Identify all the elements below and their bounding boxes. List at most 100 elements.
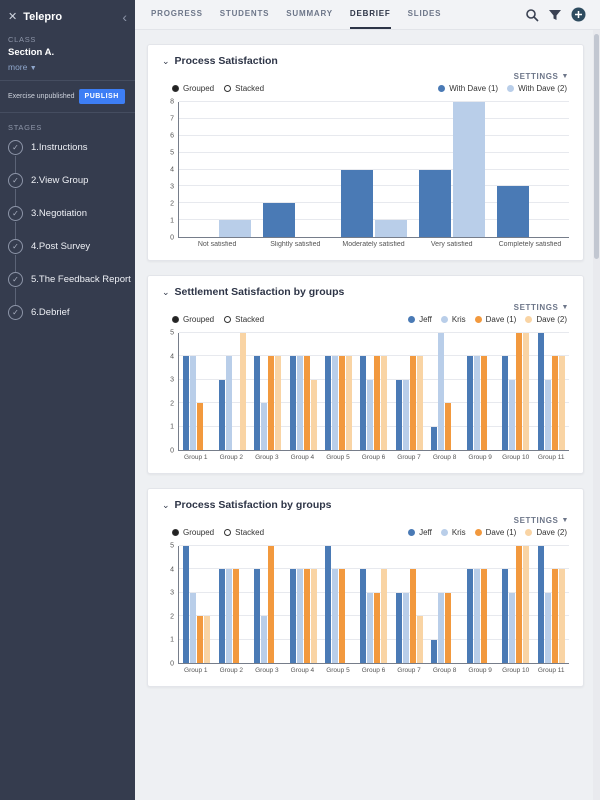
bar-dave-2-group-4[interactable]: [310, 379, 317, 450]
bar-dave-1-group-7[interactable]: [409, 356, 416, 450]
collapse-card-icon[interactable]: ⌄: [162, 55, 170, 66]
legend-kris[interactable]: Kris: [440, 528, 466, 537]
bar-jeff-group-4[interactable]: [289, 569, 296, 663]
bar-jeff-group-5[interactable]: [325, 356, 332, 450]
bar-dave-2-group-7[interactable]: [416, 616, 423, 663]
bar-kris-group-4[interactable]: [296, 356, 303, 450]
bar-jeff-group-11[interactable]: [537, 333, 544, 450]
publish-button[interactable]: PUBLISH: [78, 89, 125, 104]
bar-with-dave-2-not-satisfied[interactable]: [219, 220, 251, 237]
more-link[interactable]: more ▼: [8, 62, 37, 72]
bar-kris-group-3[interactable]: [261, 403, 268, 450]
bar-with-dave-1-moderately-satisfied[interactable]: [341, 169, 373, 237]
mode-stacked[interactable]: Stacked: [224, 315, 264, 324]
bar-kris-group-1[interactable]: [190, 356, 197, 450]
settings-button[interactable]: SETTINGS ▼: [513, 516, 569, 525]
bar-dave-1-group-3[interactable]: [268, 356, 275, 450]
bar-kris-group-9[interactable]: [473, 569, 480, 663]
legend-dave-1[interactable]: Dave (1): [474, 528, 516, 537]
bar-kris-group-6[interactable]: [367, 379, 374, 450]
settings-button[interactable]: SETTINGS ▼: [513, 72, 569, 81]
bar-dave-1-group-1[interactable]: [197, 616, 204, 663]
bar-dave-2-group-3[interactable]: [275, 356, 282, 450]
bar-kris-group-5[interactable]: [332, 356, 339, 450]
tab-students[interactable]: STUDENTS: [219, 9, 270, 18]
bar-jeff-group-6[interactable]: [360, 356, 367, 450]
add-icon[interactable]: [571, 7, 586, 22]
tab-progress[interactable]: PROGRESS: [151, 9, 203, 18]
bar-jeff-group-1[interactable]: [183, 356, 190, 450]
bar-kris-group-2[interactable]: [225, 569, 232, 663]
bar-jeff-group-11[interactable]: [537, 546, 544, 663]
bar-jeff-group-2[interactable]: [218, 379, 225, 450]
legend-jeff[interactable]: Jeff: [408, 528, 432, 537]
bar-kris-group-10[interactable]: [509, 379, 516, 450]
bar-jeff-group-2[interactable]: [218, 569, 225, 663]
bar-dave-2-group-4[interactable]: [310, 569, 317, 663]
bar-kris-group-9[interactable]: [473, 356, 480, 450]
bar-dave-2-group-6[interactable]: [381, 356, 388, 450]
bar-jeff-group-3[interactable]: [254, 356, 261, 450]
bar-kris-group-10[interactable]: [509, 592, 516, 663]
bar-dave-2-group-7[interactable]: [416, 356, 423, 450]
tab-summary[interactable]: SUMMARY: [286, 9, 333, 18]
bar-jeff-group-7[interactable]: [395, 379, 402, 450]
bar-jeff-group-4[interactable]: [289, 356, 296, 450]
bar-dave-2-group-10[interactable]: [523, 333, 530, 450]
mode-stacked[interactable]: Stacked: [224, 84, 264, 93]
bar-jeff-group-9[interactable]: [466, 569, 473, 663]
bar-dave-2-group-11[interactable]: [558, 569, 565, 663]
stage-item-3-negotiation[interactable]: ✓ 3.Negotiation: [8, 206, 127, 239]
filter-icon[interactable]: [548, 8, 562, 22]
bar-kris-group-5[interactable]: [332, 569, 339, 663]
bar-dave-2-group-5[interactable]: [346, 356, 353, 450]
bar-kris-group-7[interactable]: [402, 379, 409, 450]
bar-dave-1-group-8[interactable]: [445, 403, 452, 450]
bar-jeff-group-8[interactable]: [431, 426, 438, 450]
legend-jeff[interactable]: Jeff: [408, 315, 432, 324]
bar-jeff-group-1[interactable]: [183, 546, 190, 663]
bar-dave-1-group-11[interactable]: [551, 569, 558, 663]
bar-kris-group-2[interactable]: [225, 356, 232, 450]
bar-with-dave-2-moderately-satisfied[interactable]: [375, 220, 407, 237]
bar-dave-1-group-8[interactable]: [445, 592, 452, 663]
collapse-card-icon[interactable]: ⌄: [162, 499, 170, 510]
bar-kris-group-11[interactable]: [544, 379, 551, 450]
mode-grouped[interactable]: Grouped: [172, 84, 214, 93]
bar-jeff-group-5[interactable]: [325, 546, 332, 663]
legend-with-dave-2[interactable]: With Dave (2): [507, 84, 567, 93]
legend-dave-2[interactable]: Dave (2): [525, 315, 567, 324]
bar-dave-1-group-6[interactable]: [374, 592, 381, 663]
bar-dave-1-group-7[interactable]: [409, 569, 416, 663]
tab-debrief[interactable]: DEBRIEF: [349, 0, 391, 29]
bar-dave-1-group-10[interactable]: [516, 333, 523, 450]
close-icon[interactable]: ✕: [8, 11, 18, 23]
tab-slides[interactable]: SLIDES: [407, 9, 442, 18]
legend-with-dave-1[interactable]: With Dave (1): [438, 84, 498, 93]
settings-button[interactable]: SETTINGS ▼: [513, 303, 569, 312]
bar-with-dave-1-slightly-satisfied[interactable]: [263, 203, 295, 237]
bar-dave-1-group-11[interactable]: [551, 356, 558, 450]
bar-dave-1-group-6[interactable]: [374, 356, 381, 450]
bar-kris-group-1[interactable]: [190, 592, 197, 663]
mode-grouped[interactable]: Grouped: [172, 528, 214, 537]
mode-grouped[interactable]: Grouped: [172, 315, 214, 324]
collapse-sidebar-icon[interactable]: ‹: [122, 8, 127, 25]
bar-dave-2-group-10[interactable]: [523, 546, 530, 663]
bar-jeff-group-8[interactable]: [431, 639, 438, 663]
bar-jeff-group-9[interactable]: [466, 356, 473, 450]
bar-kris-group-4[interactable]: [296, 569, 303, 663]
bar-dave-1-group-4[interactable]: [303, 569, 310, 663]
stage-item-4-post-survey[interactable]: ✓ 4.Post Survey: [8, 239, 127, 272]
bar-with-dave-2-very-satisfied[interactable]: [453, 102, 485, 237]
bar-dave-1-group-9[interactable]: [480, 356, 487, 450]
collapse-card-icon[interactable]: ⌄: [162, 286, 170, 297]
bar-dave-1-group-1[interactable]: [197, 403, 204, 450]
bar-dave-1-group-10[interactable]: [516, 546, 523, 663]
bar-kris-group-3[interactable]: [261, 616, 268, 663]
bar-dave-2-group-1[interactable]: [204, 616, 211, 663]
stage-item-6-debrief[interactable]: ✓ 6.Debrief: [8, 305, 127, 320]
legend-kris[interactable]: Kris: [440, 315, 466, 324]
bar-kris-group-6[interactable]: [367, 592, 374, 663]
bar-kris-group-11[interactable]: [544, 592, 551, 663]
